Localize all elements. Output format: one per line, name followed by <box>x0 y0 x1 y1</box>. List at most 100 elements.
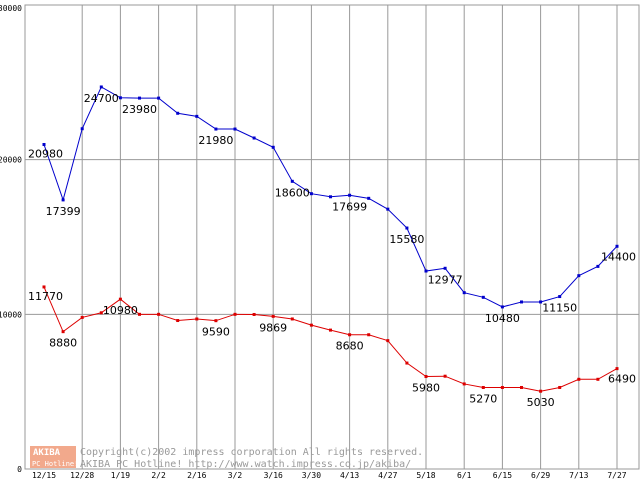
logo-text-akiba: AKIBA <box>33 448 61 458</box>
data-label: 11770 <box>28 290 63 303</box>
data-label: 9590 <box>202 326 230 339</box>
data-label: 23980 <box>122 103 157 116</box>
data-point <box>118 297 122 301</box>
data-label: 10480 <box>485 312 520 325</box>
y-tick-label: 0 <box>17 465 22 474</box>
data-point <box>195 114 199 118</box>
data-label: 12977 <box>428 273 463 286</box>
data-point <box>539 300 543 304</box>
data-point <box>80 127 84 131</box>
data-point <box>271 314 275 318</box>
x-tick-label: 2/16 <box>187 471 206 480</box>
data-label: 20980 <box>28 148 63 161</box>
x-tick-label: 6/15 <box>493 471 512 480</box>
x-tick-label: 7/27 <box>607 471 626 480</box>
data-point <box>348 193 352 197</box>
data-label: 17399 <box>46 205 81 218</box>
data-label: 5980 <box>412 382 440 395</box>
x-tick-label: 1/19 <box>111 471 130 480</box>
data-label: 5030 <box>527 396 555 409</box>
data-point <box>176 111 180 115</box>
credit-watermark: AKIBA PC Hotline! Copyright(c)2002 impre… <box>30 446 423 470</box>
x-tick-label: 4/27 <box>378 471 397 480</box>
data-label: 6490 <box>608 373 636 386</box>
data-label: 5270 <box>469 392 497 405</box>
data-label: 21980 <box>198 134 233 147</box>
data-label: 8680 <box>336 340 364 353</box>
data-point <box>138 312 141 316</box>
series-line <box>43 286 618 392</box>
x-tick-label: 3/30 <box>302 471 321 480</box>
x-tick-label: 7/13 <box>569 471 588 480</box>
data-point <box>462 291 466 295</box>
data-point <box>520 385 523 389</box>
data-point <box>500 305 504 309</box>
data-point <box>61 198 65 202</box>
data-point <box>290 317 294 321</box>
data-point <box>367 196 371 200</box>
x-axis-ticks: 12/15 12/28 1/19 2/2 2/16 3/2 3/16 3/30 4/13 4/27… <box>32 471 627 480</box>
data-point <box>42 285 46 289</box>
data-point <box>481 295 485 299</box>
data-point <box>252 136 256 140</box>
data-point <box>271 145 275 149</box>
data-point <box>615 244 619 248</box>
data-label: 10980 <box>103 304 138 317</box>
data-point <box>329 328 332 332</box>
data-label: 15580 <box>389 233 424 246</box>
y-axis-ticks: 0 10000 20000 30000 <box>0 4 22 474</box>
series-1: 11770 8880 10980 9590 9869 8680 5980 5270 5030 64… <box>28 285 636 409</box>
data-point <box>596 264 600 268</box>
x-tick-label: 6/1 <box>457 471 472 480</box>
data-point <box>558 385 562 389</box>
data-point <box>309 192 313 196</box>
data-point <box>558 295 562 299</box>
data-label: 11150 <box>542 302 577 315</box>
data-label: 8880 <box>49 337 77 350</box>
logo-bottom-box <box>30 457 76 468</box>
x-tick-label: 3/16 <box>264 471 283 480</box>
data-point <box>233 312 237 316</box>
data-label: 14400 <box>601 250 636 263</box>
data-point <box>42 143 46 147</box>
data-point <box>329 195 332 199</box>
data-point <box>443 266 447 270</box>
data-point <box>520 300 523 304</box>
data-point <box>233 127 237 131</box>
chart-grid <box>24 4 640 470</box>
data-point <box>596 377 600 381</box>
site-url-text: AKIBA PC Hotline! http://www.watch.impre… <box>80 459 411 470</box>
data-point <box>80 315 84 319</box>
data-point <box>99 85 103 89</box>
data-point <box>481 385 485 389</box>
x-tick-label: 2/2 <box>151 471 166 480</box>
data-point <box>443 374 447 378</box>
x-tick-label: 5/18 <box>416 471 435 480</box>
data-point <box>195 317 199 321</box>
data-point <box>157 96 161 100</box>
data-point <box>138 96 141 100</box>
data-point <box>577 274 581 278</box>
data-point <box>539 389 543 393</box>
data-label: 9869 <box>259 321 287 334</box>
data-point <box>252 312 256 316</box>
data-point <box>386 339 390 343</box>
logo-text-hotline: PC Hotline! <box>32 460 78 468</box>
data-point <box>500 385 504 389</box>
logo-top-box <box>30 446 76 457</box>
data-point <box>615 367 619 371</box>
x-tick-label: 6/29 <box>531 471 550 480</box>
x-tick-label: 3/2 <box>228 471 243 480</box>
data-label: 18600 <box>275 186 310 199</box>
data-point <box>367 333 371 337</box>
data-label: 24700 <box>84 92 119 105</box>
data-point <box>577 377 581 381</box>
data-point <box>386 207 390 211</box>
data-point <box>424 375 428 379</box>
data-point <box>157 312 161 316</box>
data-point <box>348 333 352 337</box>
x-tick-label: 4/13 <box>340 471 359 480</box>
x-tick-label: 12/28 <box>70 471 94 480</box>
